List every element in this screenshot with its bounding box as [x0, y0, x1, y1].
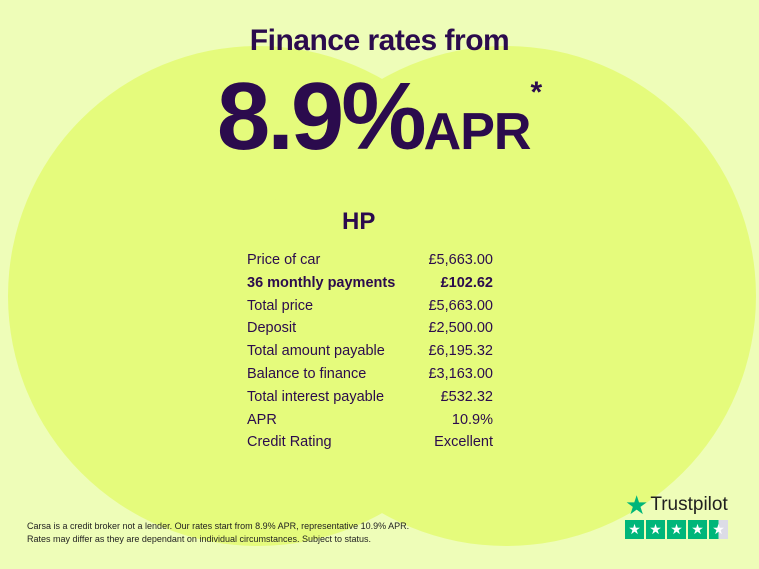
rating-star-icon: ★ — [667, 520, 686, 539]
row-value: £5,663.00 — [428, 252, 493, 268]
disclaimer-line-1: Carsa is a credit broker not a lender. O… — [27, 521, 410, 531]
row-label: Total amount payable — [247, 343, 385, 360]
row-label: Total price — [247, 297, 314, 314]
table-row: Total interest payable £532.32 — [247, 386, 493, 409]
row-value: £6,195.32 — [428, 343, 493, 360]
asterisk: * — [530, 76, 543, 109]
row-label: Deposit — [247, 320, 297, 337]
rating-star-icon: ★ — [709, 520, 728, 539]
headline: Finance rates from — [249, 24, 510, 57]
disclaimer-line-2: Rates may differ as they are dependant o… — [27, 534, 372, 544]
row-label: Price of car — [247, 252, 321, 268]
rate-value: 8.9% — [216, 63, 427, 170]
row-value: Excellent — [434, 434, 493, 451]
table-row: Total price £5,663.00 — [247, 295, 493, 318]
row-value: £5,663.00 — [428, 297, 493, 314]
row-value: £3,163.00 — [428, 365, 493, 382]
table-row: Deposit £2,500.00 — [247, 317, 493, 340]
table-row: Balance to finance £3,163.00 — [247, 363, 493, 386]
table-row: Total amount payable £6,195.32 — [247, 340, 493, 363]
finance-table: Price of car £5,663.00 36 monthly payments… — [247, 249, 493, 454]
row-value: £102.62 — [440, 274, 493, 291]
disclaimer: Carsa is a credit broker not a lender. O… — [27, 520, 409, 546]
row-label: APR — [247, 411, 277, 428]
rate-suffix: APR — [423, 103, 532, 161]
row-label: Balance to finance — [247, 365, 367, 382]
rate-display: 8.9%APR* — [0, 62, 759, 172]
row-label: Total interest payable — [247, 388, 385, 405]
background-circle-right — [256, 46, 756, 546]
row-label: 36 monthly payments — [247, 274, 396, 291]
finance-type: HP — [342, 208, 376, 235]
trustpilot-badge[interactable]: ★ Trustpilot ★ ★ ★ ★ ★ — [625, 490, 728, 539]
rating-star-icon: ★ — [688, 520, 707, 539]
row-label: Credit Rating — [247, 434, 332, 451]
row-value: £2,500.00 — [428, 320, 493, 337]
row-value: 10.9% — [451, 411, 493, 428]
trustpilot-rating: ★ ★ ★ ★ ★ — [625, 520, 728, 539]
row-value: £532.32 — [440, 388, 493, 405]
table-row: APR 10.9% — [247, 409, 493, 432]
table-row: 36 monthly payments £102.62 — [247, 272, 493, 295]
trustpilot-label: Trustpilot — [650, 494, 728, 515]
table-row: Credit Rating Excellent — [247, 431, 493, 454]
star-icon: ★ — [625, 490, 649, 520]
table-row: Price of car £5,663.00 — [247, 249, 493, 272]
rating-star-icon: ★ — [646, 520, 665, 539]
rating-star-icon: ★ — [625, 520, 644, 539]
